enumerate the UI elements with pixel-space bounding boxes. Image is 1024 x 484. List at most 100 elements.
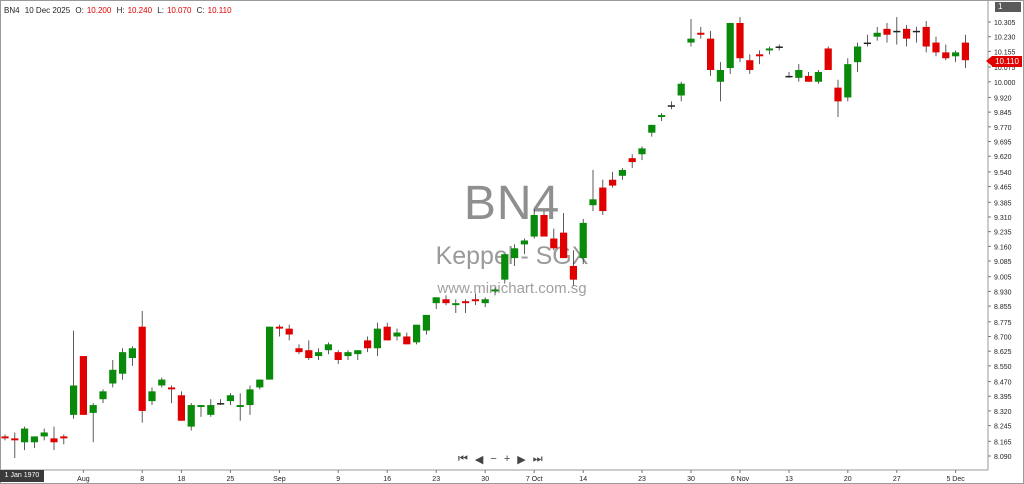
candle-body bbox=[697, 32, 705, 35]
candle-body bbox=[60, 436, 68, 439]
candle-body bbox=[511, 248, 519, 259]
x-tick-label: 27 bbox=[893, 476, 901, 483]
candle-body bbox=[79, 356, 87, 415]
candle-body bbox=[618, 169, 626, 176]
x-tick-label: Aug bbox=[77, 476, 90, 483]
y-tick-label: 10.000 bbox=[994, 80, 1016, 87]
ohlc-info-bar: BN4 10 Dec 2025 O: 10.200 H: 10.240 L: 10.0… bbox=[4, 6, 235, 15]
candle-body bbox=[403, 336, 411, 345]
candle-body bbox=[579, 222, 587, 259]
candle-body bbox=[775, 46, 783, 48]
candle-body bbox=[648, 124, 656, 133]
candle-body bbox=[138, 326, 146, 411]
candle-body bbox=[589, 199, 597, 206]
candle-body bbox=[462, 301, 470, 304]
candle-body bbox=[834, 87, 842, 102]
zoom-out-icon[interactable]: − bbox=[490, 453, 497, 465]
x-tick-label: 25 bbox=[227, 476, 235, 483]
y-tick-label: 8.320 bbox=[994, 409, 1012, 416]
y-tick-label: 9.160 bbox=[994, 244, 1012, 251]
candle-body bbox=[658, 115, 666, 118]
high-value: 10.240 bbox=[127, 6, 153, 15]
prev-icon[interactable]: ◀ bbox=[474, 453, 484, 466]
candle-body bbox=[599, 187, 607, 212]
date-label: 10 Dec 2025 bbox=[24, 6, 71, 15]
candle-body bbox=[942, 52, 950, 59]
next-icon[interactable]: ▶ bbox=[517, 453, 526, 466]
x-tick-label: 7 Oct bbox=[526, 476, 543, 483]
candle-body bbox=[961, 42, 969, 61]
zoom-in-icon[interactable]: + bbox=[503, 453, 511, 465]
candle-body bbox=[226, 395, 234, 402]
candle-body bbox=[128, 348, 136, 359]
last-icon[interactable]: ⏭ bbox=[532, 452, 543, 465]
candle-body bbox=[217, 403, 225, 405]
y-tick-label: 9.310 bbox=[994, 215, 1012, 222]
candle-body bbox=[452, 303, 460, 306]
x-tick-label: 5 Dec bbox=[946, 476, 965, 483]
x-tick-label: 14 bbox=[579, 476, 587, 483]
candle-body bbox=[187, 405, 195, 427]
close-value: 10.110 bbox=[207, 6, 232, 15]
candle-body bbox=[805, 75, 813, 82]
x-tick-label: 16 bbox=[383, 476, 391, 483]
candle-body bbox=[854, 46, 862, 63]
last-price-tag: 10.110 bbox=[986, 56, 1022, 67]
y-tick-label: 8.550 bbox=[994, 364, 1012, 371]
y-tick-label: 9.770 bbox=[994, 125, 1012, 132]
symbol-label: BN4 bbox=[4, 6, 20, 15]
close-label: C: bbox=[196, 6, 205, 15]
y-tick-label: 8.930 bbox=[994, 289, 1012, 296]
y-tick-label: 10.155 bbox=[994, 49, 1016, 56]
candle-body bbox=[922, 26, 930, 47]
candle-body bbox=[1, 436, 9, 439]
candle-body bbox=[30, 436, 38, 443]
crosshair-date-badge: 1 Jan 1970 bbox=[0, 470, 44, 482]
candle-body bbox=[785, 75, 793, 78]
x-tick-label: 23 bbox=[638, 476, 646, 483]
candle-body bbox=[883, 28, 891, 35]
x-tick-label: Sep bbox=[273, 476, 286, 483]
first-icon[interactable]: ⏮ bbox=[458, 452, 468, 465]
candle-body bbox=[628, 158, 636, 163]
candle-body bbox=[148, 391, 156, 402]
candle-body bbox=[70, 385, 78, 415]
candle-body bbox=[177, 395, 185, 421]
candle-body bbox=[756, 54, 764, 57]
candle-body bbox=[442, 299, 450, 304]
y-tick-label: 10.305 bbox=[994, 20, 1016, 27]
candle-body bbox=[50, 438, 58, 443]
x-tick-label: 6 Nov bbox=[731, 476, 750, 483]
open-label: O: bbox=[75, 6, 84, 15]
y-tick-label: 8.855 bbox=[994, 304, 1012, 311]
y-tick-label: 8.165 bbox=[994, 439, 1012, 446]
candle-body bbox=[952, 52, 960, 57]
y-tick-label: 8.775 bbox=[994, 320, 1012, 327]
candle-body bbox=[422, 314, 430, 331]
candle-body bbox=[21, 428, 29, 443]
y-tick-label: 9.695 bbox=[994, 140, 1012, 147]
y-tick-label: 8.090 bbox=[994, 454, 1012, 461]
high-label: H: bbox=[116, 6, 125, 15]
candle-body bbox=[471, 299, 479, 302]
candle-body bbox=[912, 30, 920, 33]
candle-body bbox=[726, 22, 734, 69]
candle-body bbox=[236, 405, 244, 408]
y-tick-label: 9.620 bbox=[994, 154, 1012, 161]
candle-body bbox=[903, 28, 911, 39]
candle-body bbox=[266, 326, 274, 380]
candle-body bbox=[109, 369, 117, 384]
candle-body bbox=[501, 254, 509, 280]
y-tick-label: 8.700 bbox=[994, 334, 1012, 341]
candle-body bbox=[481, 299, 489, 304]
candle-body bbox=[569, 265, 577, 280]
x-tick-label: 9 bbox=[336, 476, 340, 483]
y-tick-label: 9.085 bbox=[994, 259, 1012, 266]
x-tick-label: 23 bbox=[432, 476, 440, 483]
open-value: 10.200 bbox=[86, 6, 112, 15]
y-tick-label: 9.845 bbox=[994, 110, 1012, 117]
candle-body bbox=[197, 405, 205, 408]
low-value: 10.070 bbox=[166, 6, 192, 15]
x-tick-label: 20 bbox=[844, 476, 852, 483]
